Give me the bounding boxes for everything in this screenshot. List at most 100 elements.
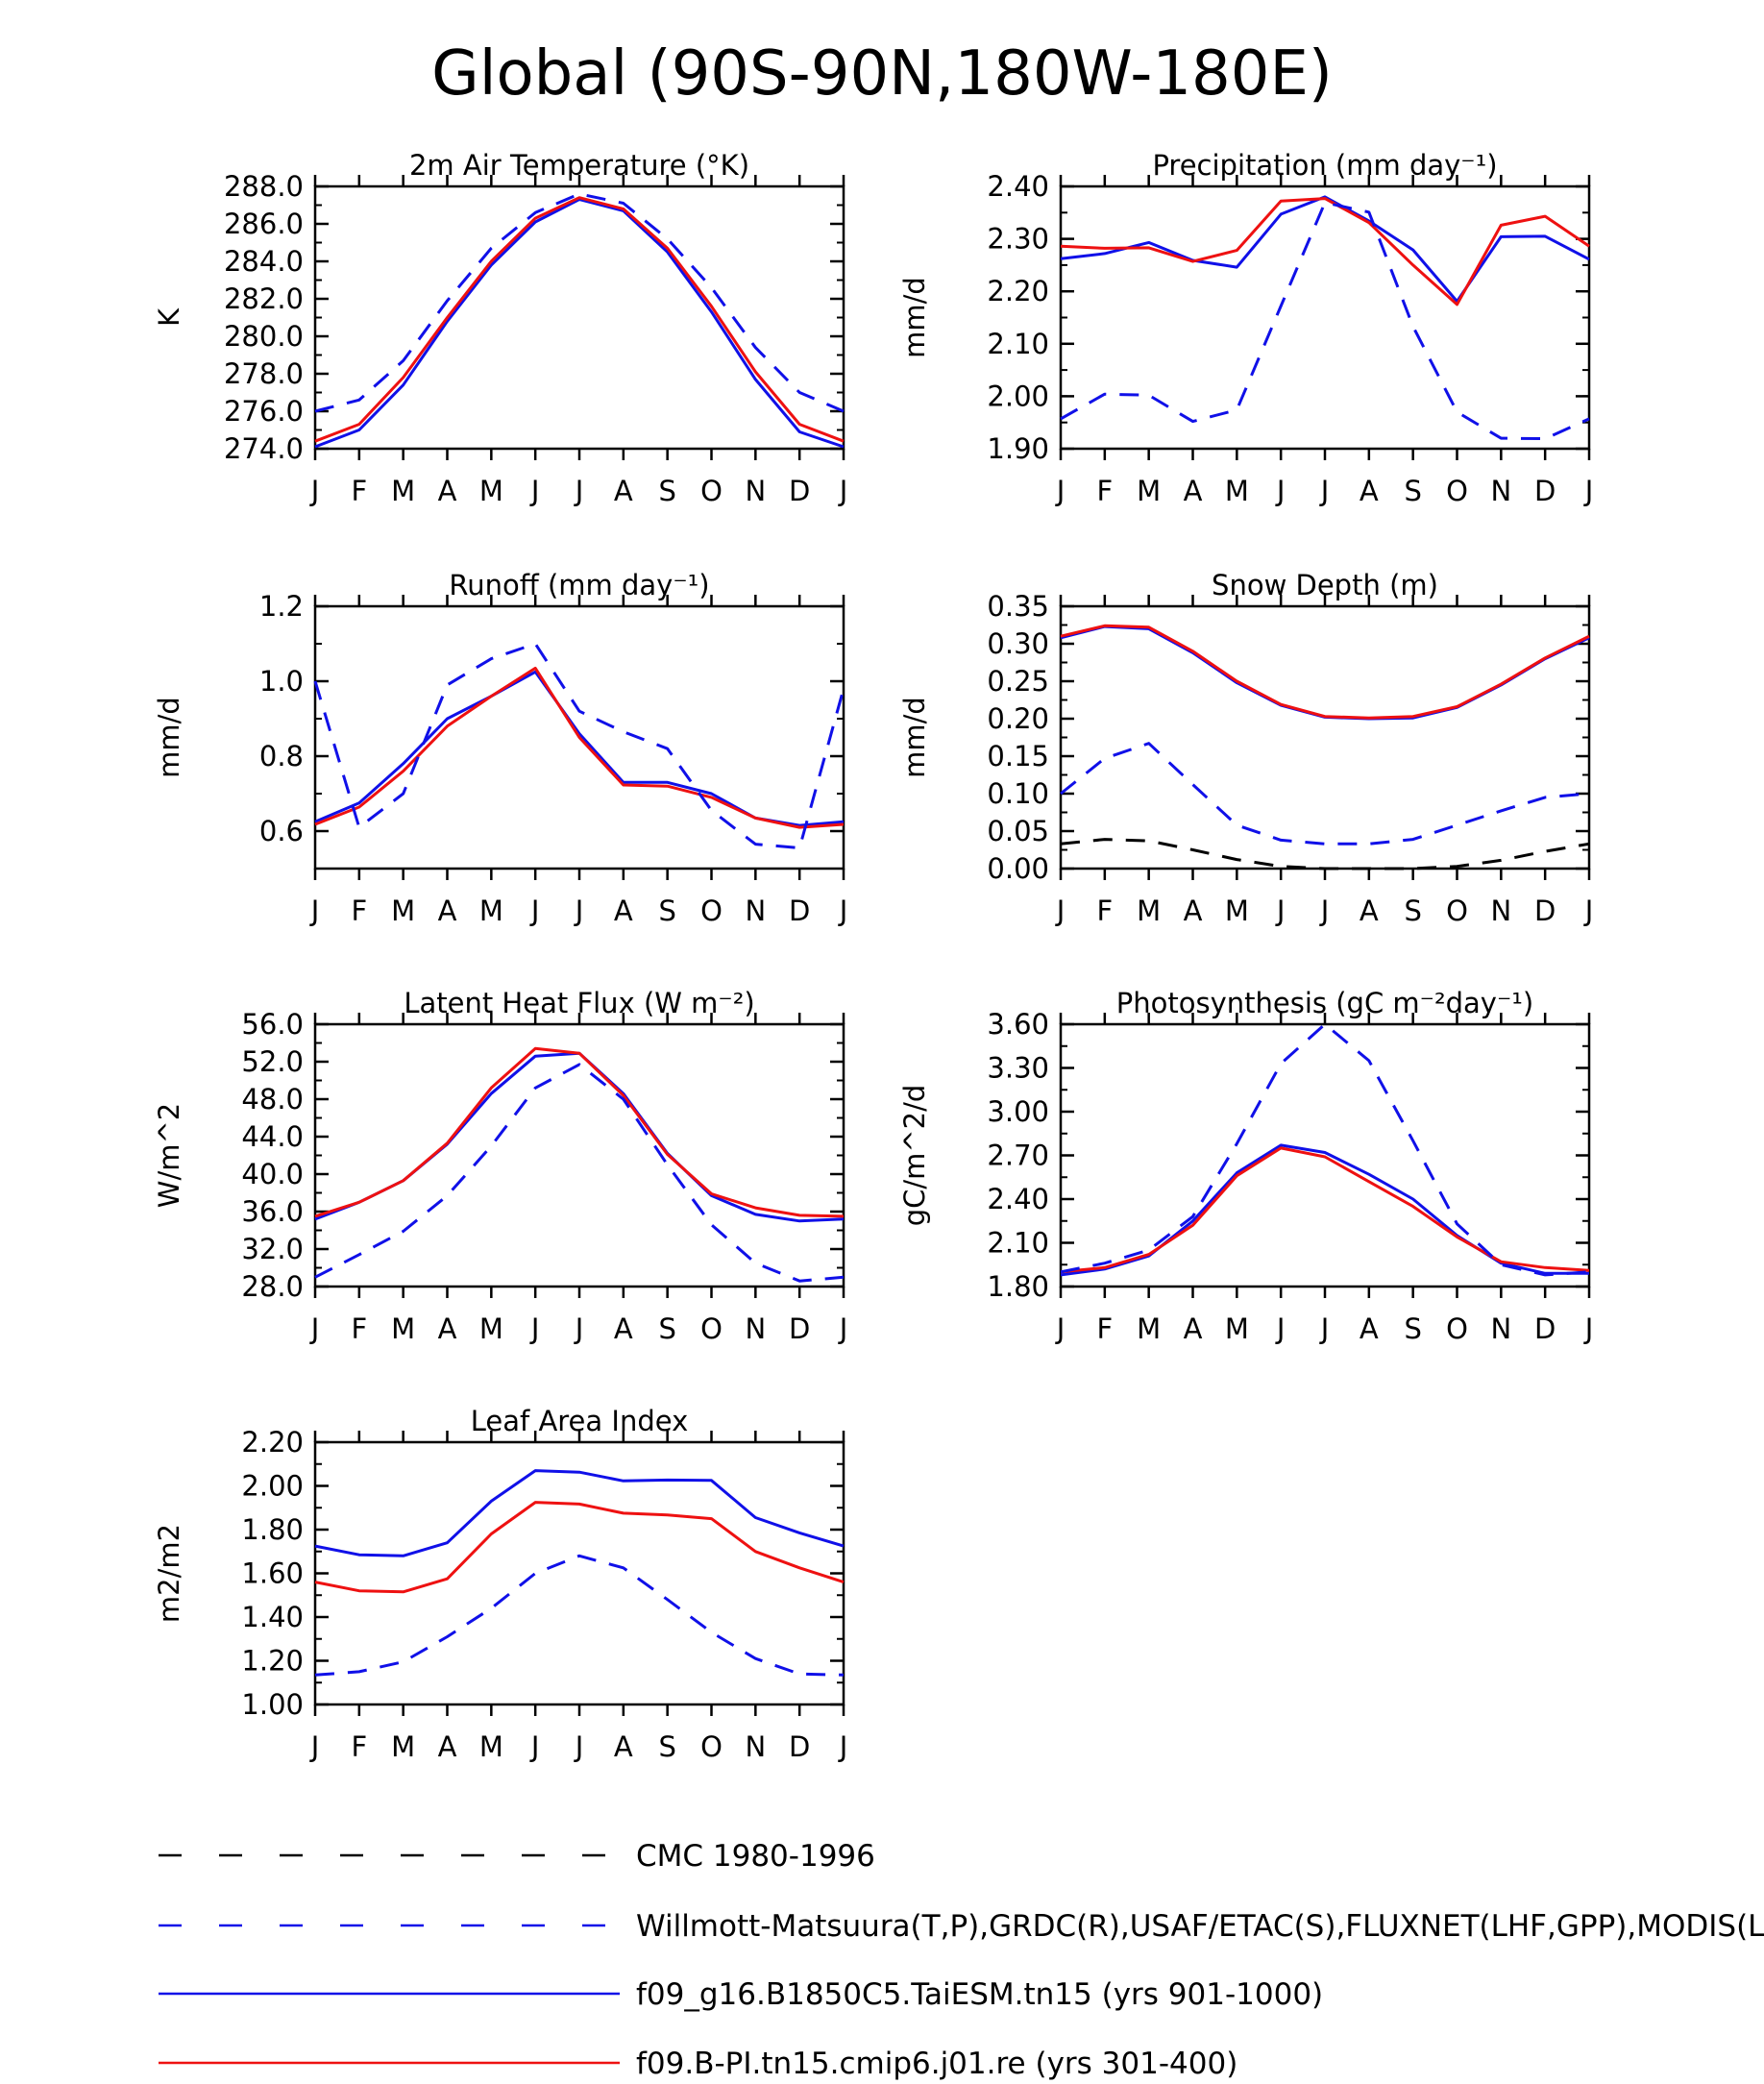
- x-tick-label: D: [1534, 475, 1556, 507]
- x-tick-label: M: [479, 895, 503, 927]
- y-tick-label: 278.0: [224, 357, 304, 390]
- series-line-2: [314, 1501, 845, 1594]
- series-line-1: [314, 198, 845, 449]
- chart-panel-6: Photosynthesis (gC m⁻²day⁻¹)gC/m^2/d1.80…: [898, 987, 1593, 1345]
- chart-panel-2: Precipitation (mm day⁻¹)mm/d1.902.002.10…: [898, 149, 1593, 507]
- y-tick-label: 0.30: [987, 627, 1049, 660]
- x-tick-label: S: [1404, 1312, 1421, 1345]
- x-tick-label: A: [1360, 1312, 1379, 1345]
- x-tick-label: J: [1055, 895, 1066, 927]
- y-tick-label: 2.00: [987, 380, 1049, 412]
- y-tick-label: 52.0: [241, 1045, 304, 1078]
- x-tick-label: M: [391, 475, 415, 507]
- x-tick-label: D: [1534, 1312, 1556, 1345]
- x-tick-label: D: [789, 1730, 810, 1763]
- y-tick-label: 0.10: [987, 777, 1049, 810]
- y-tick-label: 0.15: [987, 740, 1049, 772]
- series-line-3: [1060, 1022, 1590, 1277]
- x-tick-label: F: [351, 895, 367, 927]
- x-tick-label: F: [351, 1312, 367, 1345]
- x-tick-label: F: [1096, 895, 1113, 927]
- series-line-3: [314, 1063, 845, 1283]
- y-tick-label: 2.70: [987, 1140, 1049, 1172]
- x-tick-label: J: [1275, 1312, 1286, 1345]
- y-tick-label: 2.00: [241, 1470, 304, 1503]
- x-tick-label: M: [391, 895, 415, 927]
- x-tick-label: J: [1583, 475, 1594, 507]
- x-tick-label: D: [789, 1312, 810, 1345]
- x-tick-label: A: [438, 1730, 457, 1763]
- x-tick-label: J: [529, 895, 540, 927]
- y-tick-label: 1.0: [259, 665, 304, 698]
- series-line-2: [314, 1046, 845, 1218]
- x-tick-label: O: [1446, 1312, 1468, 1345]
- x-tick-label: F: [351, 1730, 367, 1763]
- x-tick-label: N: [1490, 1312, 1511, 1345]
- x-tick-label: M: [1225, 475, 1249, 507]
- x-tick-label: N: [1490, 475, 1511, 507]
- x-tick-label: M: [1225, 1312, 1249, 1345]
- x-tick-label: O: [700, 475, 723, 507]
- x-tick-label: J: [529, 475, 540, 507]
- y-tick-label: 1.00: [241, 1688, 304, 1721]
- y-tick-label: 0.6: [259, 815, 304, 847]
- page-title: Global (90S-90N,180W-180E): [431, 38, 1333, 110]
- chart-panel-3: Runoff (mm day⁻¹)mm/d0.60.81.01.2J F M A M J J…: [153, 569, 847, 927]
- y-axis-label: gC/m^2/d: [898, 1085, 931, 1227]
- x-tick-label: J: [1319, 1312, 1330, 1345]
- x-tick-label: S: [1404, 475, 1421, 507]
- series-line-1: [1060, 195, 1590, 304]
- x-tick-label: J: [309, 1312, 320, 1345]
- y-tick-label: 56.0: [241, 1008, 304, 1041]
- x-tick-label: J: [1275, 895, 1286, 927]
- y-tick-label: 1.80: [987, 1270, 1049, 1303]
- x-tick-label: J: [574, 1730, 584, 1763]
- x-tick-label: M: [391, 1312, 415, 1345]
- x-tick-label: N: [745, 1312, 766, 1345]
- y-tick-label: 2.10: [987, 1227, 1049, 1260]
- series-line-4: [1060, 838, 1590, 870]
- y-axis-label: mm/d: [153, 697, 185, 778]
- x-tick-label: A: [438, 895, 457, 927]
- series-line-2: [1060, 1146, 1590, 1274]
- legend-label: Willmott-Matsuura(T,P),GRDC(R),USAF/ETAC…: [636, 1909, 1764, 1944]
- y-tick-label: 2.20: [241, 1426, 304, 1459]
- x-tick-label: S: [658, 895, 675, 927]
- x-tick-label: A: [614, 895, 633, 927]
- y-tick-label: 48.0: [241, 1083, 304, 1116]
- plot-frame: [1059, 184, 1591, 451]
- x-tick-label: J: [309, 1730, 320, 1763]
- series-line-3: [314, 1554, 845, 1677]
- y-tick-label: 280.0: [224, 320, 304, 353]
- x-tick-label: S: [658, 475, 675, 507]
- x-tick-label: D: [1534, 895, 1556, 927]
- x-tick-label: J: [1055, 1312, 1066, 1345]
- x-tick-label: M: [479, 475, 503, 507]
- plot-frame: [313, 184, 845, 451]
- y-tick-label: 2.30: [987, 223, 1049, 256]
- y-tick-label: 2.10: [987, 328, 1049, 360]
- x-tick-label: J: [309, 895, 320, 927]
- x-tick-label: J: [838, 895, 848, 927]
- series-line-1: [314, 670, 845, 827]
- x-tick-label: M: [479, 1312, 503, 1345]
- y-tick-label: 32.0: [241, 1233, 304, 1265]
- series-line-2: [314, 666, 845, 829]
- y-tick-label: 1.80: [241, 1513, 304, 1546]
- x-tick-label: J: [1319, 475, 1330, 507]
- x-tick-label: A: [438, 475, 457, 507]
- chart-panel-1: 2m Air Temperature (°K)K274.0276.0278.02…: [153, 149, 847, 507]
- y-tick-label: 0.00: [987, 852, 1049, 885]
- x-tick-label: J: [309, 475, 320, 507]
- legend: CMC 1980-1996 Willmott-Matsuura(T,P),GRDC…: [159, 1839, 1764, 2081]
- x-tick-label: A: [614, 1312, 633, 1345]
- y-tick-label: 1.90: [987, 432, 1049, 465]
- legend-entry: CMC 1980-1996: [159, 1839, 875, 1874]
- x-tick-label: J: [838, 1730, 848, 1763]
- plot-frame: [1059, 604, 1591, 870]
- x-tick-label: J: [838, 475, 848, 507]
- series-line-1: [1060, 625, 1590, 721]
- x-tick-label: J: [574, 895, 584, 927]
- x-tick-label: M: [1225, 895, 1249, 927]
